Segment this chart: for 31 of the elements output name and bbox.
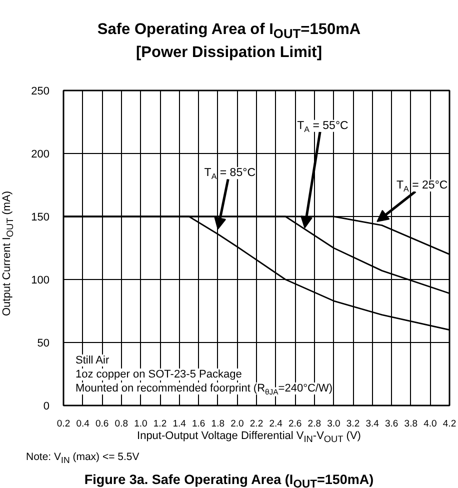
x-tick-label: 3.8 [404, 418, 418, 430]
x-tick-label: 1.2 [153, 418, 167, 430]
x-tick-label: 3.0 [327, 418, 340, 430]
x-tick-label: 0.6 [95, 418, 109, 430]
x-tick-label: 4.2 [442, 418, 456, 430]
x-tick-label: 2.8 [308, 418, 322, 430]
x-tick-label: 1.0 [134, 418, 148, 430]
x-tick-label: 1.8 [211, 418, 225, 430]
x-tick-label: 0.4 [76, 418, 90, 430]
y-tick-label: 50 [37, 338, 50, 350]
caption: Figure 3a. Safe Operating Area (I$_{OUT}$=150mA) [84, 471, 374, 488]
x-tick-label: 3.4 [366, 418, 379, 430]
x-tick-label: 0.8 [114, 418, 128, 430]
x-tick-label: 1.4 [172, 418, 186, 430]
text: Note: V$_{IN}$ (max) <= 5.5V [26, 451, 140, 466]
x-tick-label: 0.2 [56, 418, 70, 430]
y-tick-label: 250 [31, 86, 50, 98]
y-tick-label: 200 [31, 148, 50, 160]
x-tick-label: 1.6 [192, 418, 206, 430]
chart-title: Safe Operating Area of I$_{OUT}$=150mA [Power Dissipation Limit] [97, 20, 361, 63]
y-tick-label: 100 [31, 274, 50, 286]
x-tick-label: 3.2 [346, 418, 360, 430]
x-tick-label: 4.0 [424, 418, 437, 430]
x-tick-label: 2.6 [288, 418, 302, 430]
x-tick-label: 2.2 [250, 418, 264, 430]
x-tick-label: 2.4 [269, 418, 282, 430]
x-tick-label: 3.6 [384, 418, 398, 430]
x-tick-label: 2.0 [230, 418, 244, 430]
y-tick-label: 0 [43, 400, 50, 412]
x-axis-title: Input-Output Voltage Differential V$_{IN}$-V$_{OUT}$ (V) [137, 429, 361, 446]
y-tick-label: 150 [31, 212, 50, 224]
